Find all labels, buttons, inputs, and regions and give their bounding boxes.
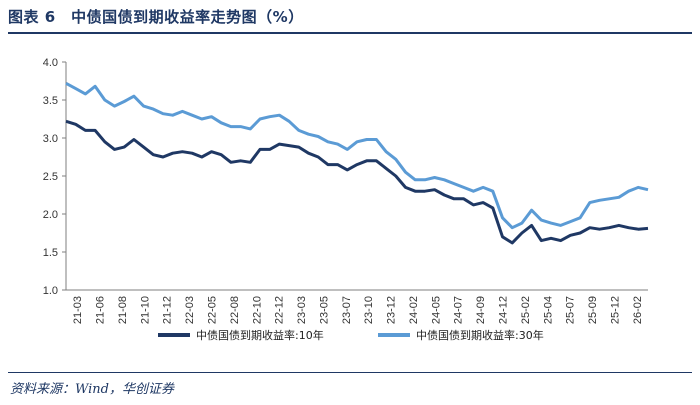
y-tick-label: 2.5 xyxy=(43,171,58,183)
x-tick-label: 21-10 xyxy=(139,296,151,324)
x-tick-label: 22-12 xyxy=(274,296,286,324)
series-line-10y xyxy=(65,119,649,245)
y-tick-label: 2.0 xyxy=(43,209,58,221)
x-tick-label: 23-12 xyxy=(386,296,398,324)
x-tick-label: 23-10 xyxy=(363,296,375,324)
x-tick-label: 24-02 xyxy=(408,296,420,324)
y-tick-label: 1.0 xyxy=(43,285,58,297)
legend-label: 中债国债到期收益率:10年 xyxy=(196,328,324,342)
x-tick-label: 23-03 xyxy=(296,296,308,324)
y-tick-label: 3.0 xyxy=(43,133,58,145)
source-note: 资料来源：Wind，华创证券 xyxy=(10,382,174,397)
title-rule xyxy=(8,32,692,34)
source-rule xyxy=(8,372,692,373)
x-tick-label: 24-09 xyxy=(475,296,487,324)
x-tick-label: 24-12 xyxy=(498,296,510,324)
x-tick-label: 25-09 xyxy=(587,296,599,324)
x-tick-label: 23-07 xyxy=(341,296,353,324)
axes: 1.0 1.5 2.0 2.5 3.0 3.5 4.0 21-03 21-06 21-08 21-1… xyxy=(43,57,648,324)
x-tick-label: 25-04 xyxy=(542,296,554,324)
y-tick-label: 3.5 xyxy=(43,95,58,107)
x-tick-label: 22-10 xyxy=(251,296,263,324)
x-tick-label: 24-05 xyxy=(430,296,442,324)
y-tick-label: 1.5 xyxy=(43,247,58,259)
x-tick-label: 26-02 xyxy=(632,296,644,324)
x-tick-label: 25-12 xyxy=(609,296,621,324)
x-tick-label: 24-07 xyxy=(453,296,465,324)
x-tick-label: 22-05 xyxy=(207,296,219,324)
series-group xyxy=(65,81,649,245)
x-tick-label: 21-03 xyxy=(72,296,84,324)
x-tick-label: 25-07 xyxy=(565,296,577,324)
x-tick-label: 21-06 xyxy=(95,296,107,324)
x-tick-label: 25-02 xyxy=(520,296,532,324)
y-tick-label: 4.0 xyxy=(43,57,58,69)
x-tick-label: 22-08 xyxy=(229,296,241,324)
legend: 中债国债到期收益率:10年 中债国债到期收益率:30年 xyxy=(158,328,544,342)
legend-label: 中债国债到期收益率:30年 xyxy=(416,328,544,342)
x-tick-label: 23-05 xyxy=(318,296,330,324)
x-tick-label: 21-08 xyxy=(117,296,129,324)
x-tick-label: 21-12 xyxy=(162,296,174,324)
chart-title: 图表 6 中债国债到期收益率走势图（%） xyxy=(8,8,304,26)
series-line-30y xyxy=(65,81,649,230)
x-tick-label: 22-03 xyxy=(184,296,196,324)
